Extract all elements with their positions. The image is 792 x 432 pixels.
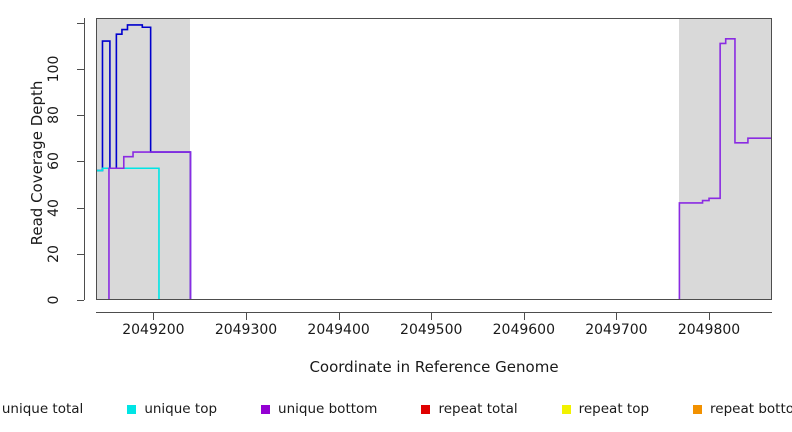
y-tick-label: 40 <box>46 198 62 217</box>
legend-label: repeat total <box>438 401 518 417</box>
legend-label: repeat top <box>578 401 650 417</box>
y-tick <box>77 22 84 24</box>
legend: unique total unique top unique bottom repea… <box>0 398 792 420</box>
legend-item-unique-total[interactable]: unique total <box>0 401 83 417</box>
legend-label: repeat bottom <box>710 401 792 417</box>
series-unique-total <box>96 24 772 300</box>
y-axis-line <box>84 18 85 300</box>
repeat-region-left <box>96 18 191 300</box>
x-tick-label: 2049200 <box>122 322 185 338</box>
legend-label: unique total <box>1 401 84 417</box>
y-tick <box>77 68 84 70</box>
y-tick <box>77 161 84 163</box>
x-tick-label: 2049400 <box>307 322 370 338</box>
y-tick-label: 100 <box>46 55 62 83</box>
coverage-curves <box>96 24 772 300</box>
y-tick-label: 60 <box>46 152 62 171</box>
x-axis-title: Coordinate in Reference Genome <box>309 358 559 376</box>
legend-swatch-icon <box>693 404 703 414</box>
legend-item-unique-top[interactable]: unique top <box>127 401 217 417</box>
x-axis-line <box>96 312 772 313</box>
y-tick-label: 80 <box>46 106 62 124</box>
x-tick <box>338 313 340 320</box>
series-unique-top <box>96 167 772 300</box>
x-tick-label: 2049300 <box>214 322 278 338</box>
repeat-region-right <box>679 18 772 300</box>
x-tick-label: 2049800 <box>677 322 741 338</box>
legend-swatch-icon <box>421 404 431 414</box>
legend-item-unique-bottom[interactable]: unique bottom <box>261 401 377 417</box>
legend-swatch-icon <box>561 404 571 414</box>
y-tick <box>77 253 84 255</box>
x-tick <box>616 313 618 320</box>
y-tick-label: 0 <box>46 295 62 305</box>
x-tick-label: 2049700 <box>585 322 648 338</box>
legend-item-repeat-bottom[interactable]: repeat bottom <box>693 401 792 417</box>
x-tick-label: 2049600 <box>492 322 555 338</box>
x-tick-label: 2049500 <box>400 322 463 338</box>
legend-swatch-icon <box>261 404 271 414</box>
x-tick <box>153 313 155 320</box>
legend-item-repeat-total[interactable]: repeat total <box>421 401 518 417</box>
legend-item-repeat-top[interactable]: repeat top <box>561 401 650 417</box>
y-tick <box>77 300 84 301</box>
legend-label: unique bottom <box>278 401 378 417</box>
y-tick-label: 20 <box>46 244 62 263</box>
x-tick <box>246 313 248 320</box>
legend-label: unique top <box>144 401 218 417</box>
legend-swatch-icon <box>127 404 137 414</box>
series-unique-bottom <box>96 38 772 300</box>
plot-area <box>96 18 772 300</box>
y-tick <box>77 207 84 209</box>
x-tick <box>431 313 433 320</box>
x-tick <box>709 313 711 320</box>
y-tick <box>77 115 84 117</box>
x-tick <box>523 313 525 320</box>
